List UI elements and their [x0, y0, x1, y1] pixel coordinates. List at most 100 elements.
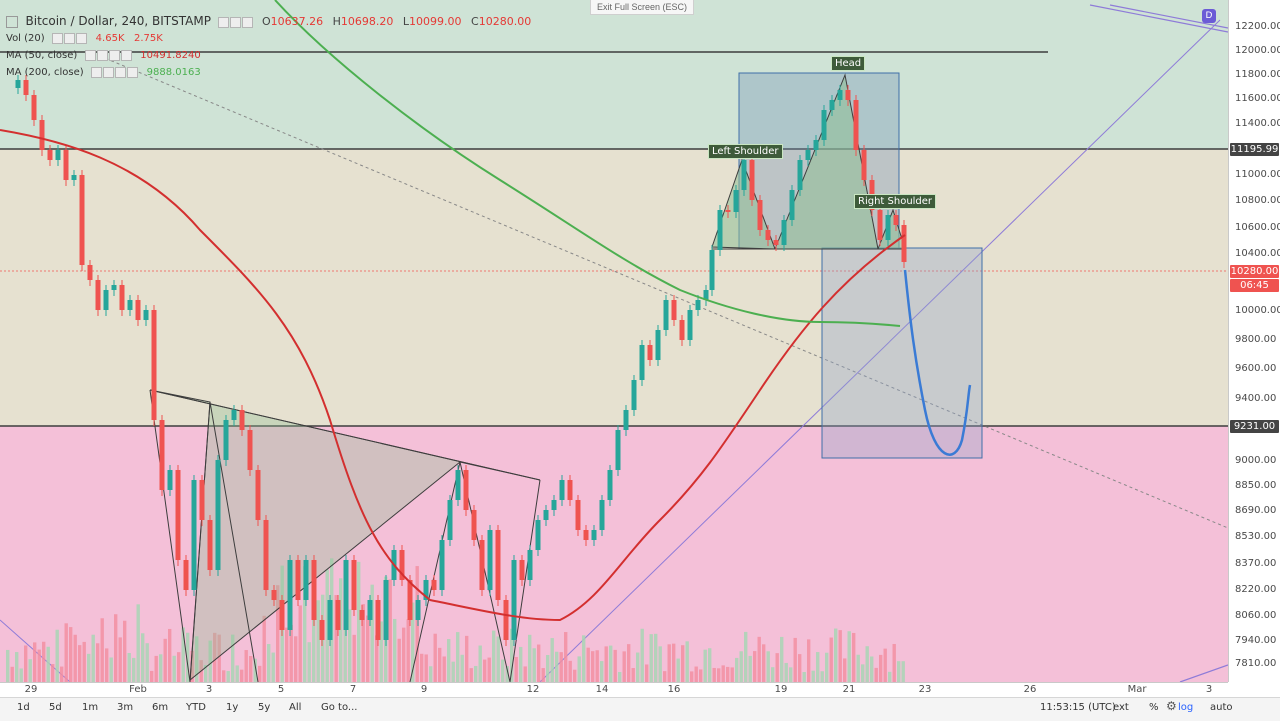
candle-body [303, 560, 309, 600]
settings-icon[interactable] [230, 17, 242, 28]
volume-bar [96, 643, 100, 682]
timeframe-3m[interactable]: 3m [117, 702, 134, 713]
volume-bar [631, 668, 635, 682]
more-icon[interactable] [120, 50, 132, 61]
candle-body [23, 80, 29, 95]
volume-bar [883, 648, 887, 682]
volume-bar [289, 624, 293, 682]
utc-clock[interactable]: 11:53:15 (UTC) [1040, 702, 1116, 713]
eye-icon[interactable] [84, 50, 96, 61]
volume-bar [438, 647, 442, 682]
time-tick: 5 [277, 684, 285, 695]
volume-bar [811, 670, 815, 682]
volume-bar [6, 649, 10, 682]
candle-body [583, 530, 589, 540]
eye-icon[interactable] [218, 17, 230, 28]
candle-body [695, 300, 701, 310]
timeframe-1m[interactable]: 1m [82, 702, 99, 713]
percent-toggle[interactable]: % [1149, 702, 1159, 713]
timeframe-1y[interactable]: 1y [226, 702, 239, 713]
right-shoulder-label[interactable]: Right Shoulder [854, 194, 937, 209]
auto-toggle[interactable]: auto [1210, 702, 1233, 713]
timeframe-5y[interactable]: 5y [258, 702, 271, 713]
left-shoulder-label[interactable]: Left Shoulder [708, 144, 783, 159]
timeframe-ytd[interactable]: YTD [186, 702, 206, 713]
close-icon[interactable] [108, 50, 120, 61]
volume-bar [172, 655, 176, 682]
volume-bar [361, 604, 365, 682]
candle-body [407, 580, 413, 620]
timeframe-6m[interactable]: 6m [152, 702, 169, 713]
eye-icon[interactable] [91, 67, 103, 78]
price-chart[interactable] [0, 0, 1228, 682]
candle-body [319, 620, 325, 640]
volume-bar [64, 623, 68, 682]
time-tick: 7 [349, 684, 357, 695]
candle-body [239, 410, 245, 430]
time-tick: 14 [595, 684, 609, 695]
volume-bar [82, 641, 86, 682]
eye-icon[interactable] [52, 33, 64, 44]
target-box [821, 247, 983, 459]
volume-bar [447, 639, 451, 682]
price-axis[interactable]: 12200.00 12000.00 11800.00 11600.00 11400.00… [1228, 0, 1280, 682]
volume-bar [190, 650, 194, 682]
goto-button[interactable]: Go to... [321, 702, 358, 713]
close-icon[interactable] [115, 67, 127, 78]
volume-bar [271, 652, 275, 682]
chart-legend: Bitcoin / Dollar, 240, BITSTAMP O10637.2… [6, 14, 537, 82]
volume-bar [798, 654, 802, 682]
volume-bar [298, 605, 302, 682]
timeframe-1d[interactable]: 1d [17, 702, 30, 713]
settings-icon[interactable] [96, 50, 108, 61]
volume-bar [375, 635, 379, 682]
volume-bar [69, 627, 73, 682]
gear-icon[interactable]: ⚙ [1166, 699, 1177, 713]
legend-ma50-row: MA (50, close) 10491.8240 [6, 48, 537, 65]
chart-area[interactable]: Bitcoin / Dollar, 240, BITSTAMP O10637.2… [0, 0, 1228, 682]
candle-body [463, 470, 469, 510]
bottom-toolbar: 1d 5d 1m 3m 6m YTD 1y 5y All Go to... 11… [0, 697, 1280, 721]
settings-icon[interactable] [103, 67, 115, 78]
candle-body [567, 480, 573, 500]
candle-body [845, 90, 851, 100]
close-icon[interactable] [242, 17, 254, 28]
price-tick: 11400.00 [1235, 118, 1280, 129]
volume-bar [703, 649, 707, 682]
volume-bar [654, 633, 658, 682]
candle-body [663, 300, 669, 330]
close-icon[interactable] [76, 33, 88, 44]
timeframe-5d[interactable]: 5d [49, 702, 62, 713]
volume-bar [294, 636, 298, 682]
candle-body [877, 210, 883, 240]
volume-bar [433, 633, 437, 682]
time-tick: 26 [1023, 684, 1037, 695]
volume-bar [474, 665, 478, 682]
timeframe-all[interactable]: All [289, 702, 302, 713]
drawing-badge[interactable]: D [1202, 9, 1216, 23]
log-toggle[interactable]: log [1178, 702, 1194, 713]
exit-fullscreen-button[interactable]: Exit Full Screen (ESC) [590, 0, 694, 15]
time-tick: 29 [24, 684, 38, 695]
volume-bar [348, 609, 352, 682]
volume-bar [420, 653, 424, 682]
candle-body [837, 90, 843, 100]
volume-bar [793, 637, 797, 682]
candle-body [327, 600, 333, 640]
time-axis[interactable]: 29 Feb 3 5 7 9 12 14 16 19 21 23 26 Mar 3 [0, 682, 1228, 697]
volume-bar [100, 618, 104, 682]
price-tick: 11000.00 [1235, 169, 1280, 180]
candle-body [295, 560, 301, 600]
more-icon[interactable] [127, 67, 139, 78]
volume-bar [586, 647, 590, 682]
ext-toggle[interactable]: ext [1113, 702, 1129, 713]
volume-bar [537, 644, 541, 682]
volume-bar [402, 627, 406, 682]
collapse-icon[interactable] [6, 16, 18, 28]
candle-body [111, 285, 117, 290]
volume-bar [775, 653, 779, 682]
head-label[interactable]: Head [831, 56, 866, 71]
volume-bar [730, 667, 734, 682]
settings-icon[interactable] [64, 33, 76, 44]
candle-body [487, 530, 493, 590]
